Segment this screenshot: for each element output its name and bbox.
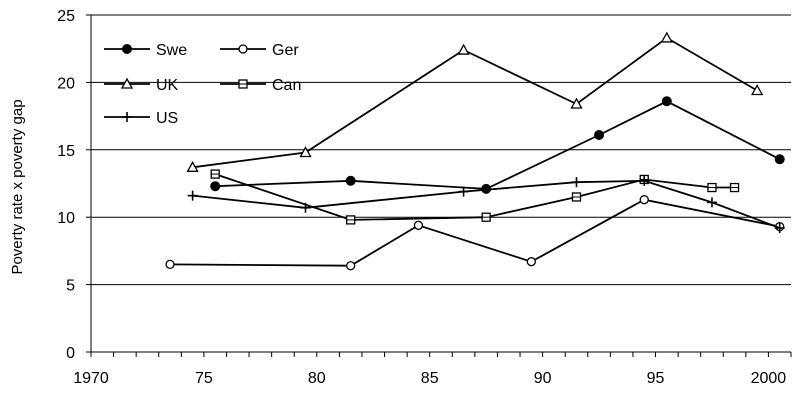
- data-point-us: [187, 190, 198, 201]
- series-lines: [165, 31, 785, 271]
- data-point-swe: [345, 175, 356, 186]
- data-point-can: [346, 215, 356, 225]
- series-line-swe: [215, 100, 781, 190]
- data-point-swe: [210, 181, 221, 192]
- y-tick-label: 0: [66, 345, 75, 362]
- legend-label-us: US: [156, 110, 178, 127]
- data-point-can: [571, 192, 582, 202]
- data-point-swe: [594, 129, 605, 140]
- legend-label-ger: Ger: [272, 42, 299, 59]
- data-point-can: [707, 182, 717, 193]
- series-swe: [210, 96, 785, 194]
- x-tick-label: 90: [534, 370, 552, 387]
- x-tick-label: 2000: [751, 370, 787, 387]
- series-uk: [186, 31, 764, 172]
- data-point-uk: [751, 84, 764, 96]
- legend-item-ger: Ger: [220, 42, 299, 59]
- y-axis-label: Poverty rate x poverty gap: [9, 99, 26, 274]
- series-line-can: [214, 173, 735, 221]
- x-tick-label: 85: [421, 370, 439, 387]
- data-point-uk: [570, 97, 583, 109]
- legend-marker-us: [122, 112, 132, 122]
- legend-marker-ger: [238, 44, 248, 54]
- y-tick-label: 20: [57, 75, 75, 92]
- data-point-ger: [346, 261, 356, 271]
- x-tick-label: 80: [308, 370, 326, 387]
- legend-item-uk: UK: [104, 77, 179, 94]
- legend-marker-can: [238, 79, 248, 89]
- data-point-us: [458, 186, 469, 197]
- legend-item-swe: Swe: [104, 42, 187, 59]
- series-us: [187, 175, 785, 233]
- data-point-us: [571, 177, 582, 188]
- y-tick-label: 5: [66, 278, 75, 295]
- data-point-can: [481, 212, 491, 222]
- gridlines: [91, 14, 791, 286]
- legend-label-can: Can: [272, 77, 301, 94]
- data-point-swe: [661, 96, 672, 107]
- legend: Swe Ger UK Can US: [104, 42, 301, 127]
- x-tick-label: 1970: [73, 370, 109, 387]
- x-tick-label: 95: [647, 370, 665, 387]
- legend-item-can: Can: [220, 77, 301, 94]
- data-point-us: [774, 222, 785, 233]
- series-line-uk: [192, 36, 758, 169]
- data-point-ger: [526, 257, 536, 267]
- data-point-uk: [457, 43, 470, 55]
- legend-item-us: US: [104, 110, 178, 127]
- data-point-uk: [660, 31, 673, 43]
- series-ger: [165, 195, 785, 271]
- legend-marker-uk: [120, 77, 134, 89]
- series-can: [210, 169, 740, 225]
- y-tick-label: 25: [57, 8, 75, 25]
- legend-label-uk: UK: [156, 77, 179, 94]
- data-point-can: [210, 169, 220, 179]
- data-point-can: [729, 182, 740, 193]
- data-point-us: [300, 202, 311, 213]
- axes: Poverty rate x poverty gap 0 5 10 15 20 25 197…: [9, 8, 792, 387]
- legend-label-swe: Swe: [156, 42, 187, 59]
- x-tick-label: 75: [195, 370, 213, 387]
- data-point-us: [639, 175, 650, 186]
- legend-marker-swe: [122, 44, 132, 54]
- data-point-ger: [639, 195, 649, 205]
- data-point-uk: [186, 160, 199, 172]
- data-point-swe: [774, 154, 785, 165]
- data-point-us: [706, 197, 717, 208]
- y-tick-label: 10: [57, 210, 75, 227]
- series-line-ger: [169, 198, 780, 267]
- data-point-uk: [299, 146, 312, 158]
- data-point-ger: [413, 220, 424, 230]
- data-point-ger: [165, 259, 175, 270]
- y-tick-label: 15: [57, 143, 75, 160]
